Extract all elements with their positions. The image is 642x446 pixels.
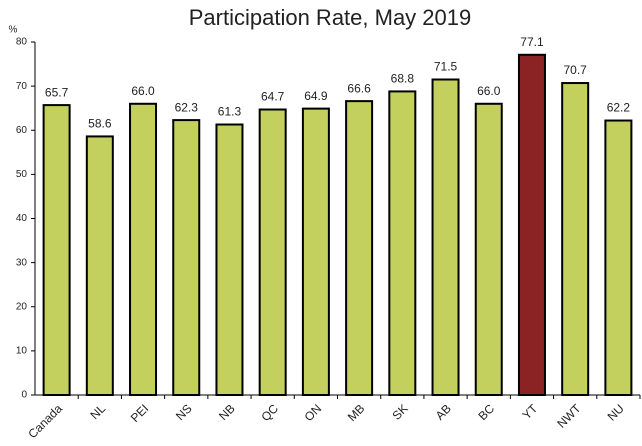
y-tick-label: 20 (16, 301, 28, 312)
value-label: 64.9 (304, 89, 328, 103)
x-tick-label: NB (216, 401, 238, 423)
value-label: 62.3 (175, 100, 199, 114)
value-label: 70.7 (563, 63, 587, 77)
x-tick-label: AB (433, 401, 454, 422)
value-label: 77.1 (520, 35, 544, 49)
bar (517, 53, 546, 396)
x-tick-label: YT (520, 401, 541, 422)
chart-title: Participation Rate, May 2019 (189, 5, 472, 30)
value-label: 65.7 (45, 85, 69, 99)
value-label: 62.2 (607, 101, 631, 115)
bar (301, 107, 330, 396)
bar (474, 102, 503, 397)
y-tick-label: 0 (21, 390, 27, 401)
x-tick-label: QC (258, 401, 281, 424)
bar (172, 119, 201, 396)
x-tick-label: SK (389, 401, 410, 422)
x-tick-label: NL (87, 401, 108, 422)
bar (42, 104, 71, 396)
value-label: 64.7 (261, 90, 285, 104)
x-tick-label: BC (475, 401, 497, 423)
bar (129, 102, 158, 397)
bar (431, 78, 460, 396)
x-tick-label: NU (605, 401, 627, 423)
x-tick-label: NS (173, 401, 195, 423)
y-axis-label: % (9, 25, 18, 36)
x-tick-label: NWT (554, 401, 584, 431)
y-tick-label: 30 (16, 257, 28, 268)
bar (345, 100, 374, 396)
value-label: 58.6 (88, 117, 112, 131)
x-tick-label: ON (302, 401, 325, 424)
y-tick-label: 50 (16, 169, 28, 180)
value-label: 66.0 (477, 84, 501, 98)
bar (561, 82, 590, 396)
x-tick-label: PEI (128, 401, 152, 425)
value-label: 66.6 (347, 81, 371, 95)
y-tick-label: 40 (16, 213, 28, 224)
bar (258, 108, 287, 396)
x-tick-label: MB (345, 401, 368, 424)
value-label: 66.0 (131, 84, 155, 98)
y-tick-label: 80 (16, 37, 28, 48)
bar (388, 90, 417, 396)
value-label: 71.5 (434, 60, 458, 74)
y-tick-label: 10 (16, 346, 28, 357)
value-label: 61.3 (218, 105, 242, 119)
value-label: 68.8 (391, 72, 415, 86)
bar (215, 123, 244, 396)
y-tick-label: 70 (16, 81, 28, 92)
y-tick-label: 60 (16, 125, 28, 136)
bar (85, 135, 114, 397)
bar (604, 119, 633, 396)
x-tick-label: Canada (25, 401, 65, 441)
